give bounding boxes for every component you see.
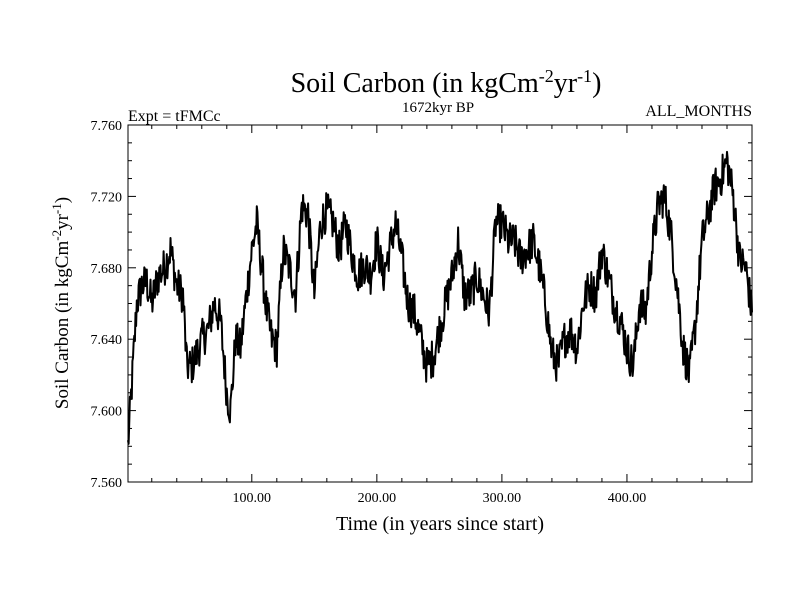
months-label: ALL_MONTHS <box>645 103 752 120</box>
y-tick-label: 7.760 <box>91 119 123 134</box>
x-tick-label: 400.00 <box>608 491 647 506</box>
y-axis-ticks: 7.560 7.600 7.640 7.680 7.720 7.760 <box>91 119 752 491</box>
chart-title: Soil Carbon (in kgCm-2yr-1) <box>291 66 602 99</box>
x-tick-label: 300.00 <box>483 491 522 506</box>
y-axis-label: Soil Carbon (in kgCm-2yr-1) <box>49 197 73 409</box>
period-label: 1672kyr BP <box>402 100 474 116</box>
experiment-label: Expt = tFMCc <box>128 108 221 125</box>
plot-frame <box>127 124 753 483</box>
y-tick-label: 7.720 <box>91 190 123 205</box>
y-tick-label: 7.640 <box>91 333 123 348</box>
x-axis-ticks: 100.00 200.00 300.00 400.00 <box>233 125 647 506</box>
y-tick-label: 7.600 <box>91 405 123 420</box>
soil-carbon-series-line <box>127 150 753 445</box>
x-axis-label: Time (in years since start) <box>336 513 544 535</box>
y-tick-label: 7.560 <box>91 476 123 491</box>
y-tick-label: 7.680 <box>91 262 123 277</box>
minor-ticks <box>128 125 752 482</box>
x-tick-label: 200.00 <box>358 491 397 506</box>
x-tick-label: 100.00 <box>233 491 272 506</box>
